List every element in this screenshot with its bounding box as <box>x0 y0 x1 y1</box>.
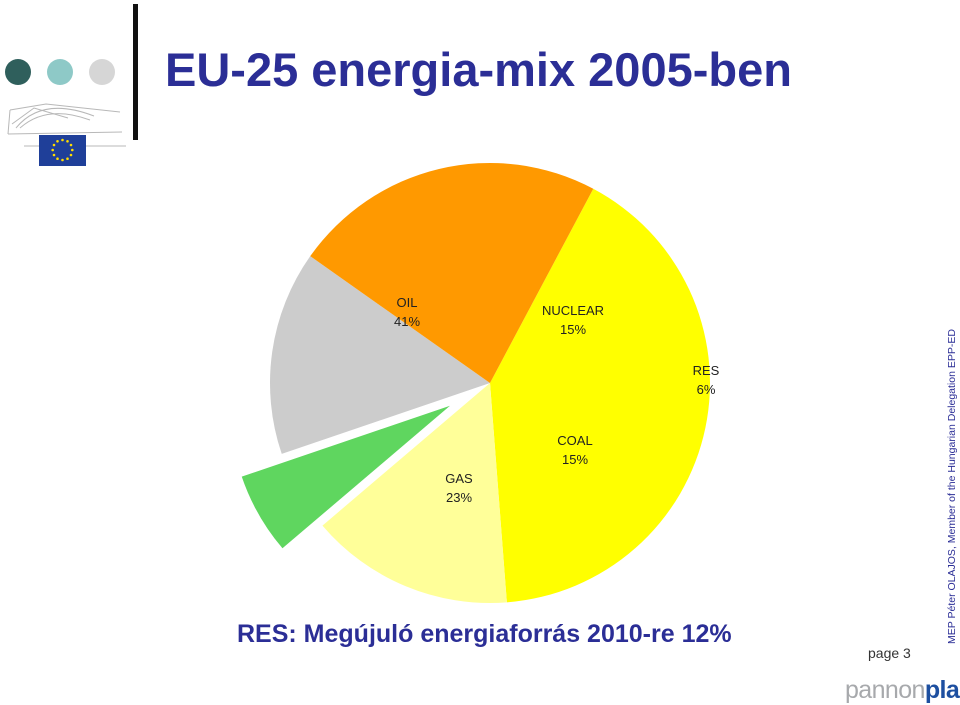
slice-value-coal: 15% <box>562 452 588 467</box>
pie-slice-coal <box>269 256 490 454</box>
res-target-note: RES: Megújuló energiaforrás 2010-re 12% <box>237 620 732 648</box>
slice-value-res: 6% <box>697 382 716 397</box>
pie-slice-res <box>241 405 451 549</box>
slice-value-oil: 41% <box>394 314 420 329</box>
title-divider <box>133 4 138 140</box>
brand-part-2: plast <box>924 676 960 704</box>
pie-slice-nuclear <box>322 383 507 603</box>
author-credit: MEP Péter OLAJOS, Member of the Hungaria… <box>946 329 958 644</box>
decor-dot-grey <box>89 59 115 85</box>
pannonplast-logo: pannonplast <box>845 676 960 705</box>
slice-value-nuclear: 15% <box>560 322 586 337</box>
european-parliament-logo <box>7 103 126 166</box>
slice-label-oil: OIL <box>397 295 418 310</box>
pie-slice-gas <box>310 162 594 383</box>
slice-label-res: RES <box>693 363 720 378</box>
slice-label-gas: GAS <box>445 471 473 486</box>
slice-label-nuclear: NUCLEAR <box>542 303 604 318</box>
brand-part-1: pannon <box>845 676 925 704</box>
page-number: page 3 <box>868 645 911 661</box>
decor-dot-dark <box>5 59 31 85</box>
page-title: EU-25 energia-mix 2005-ben <box>165 43 792 96</box>
pie-slice-oil <box>490 188 710 603</box>
slice-label-coal: COAL <box>557 433 592 448</box>
slice-value-gas: 23% <box>446 490 472 505</box>
decor-dot-teal <box>47 59 73 85</box>
